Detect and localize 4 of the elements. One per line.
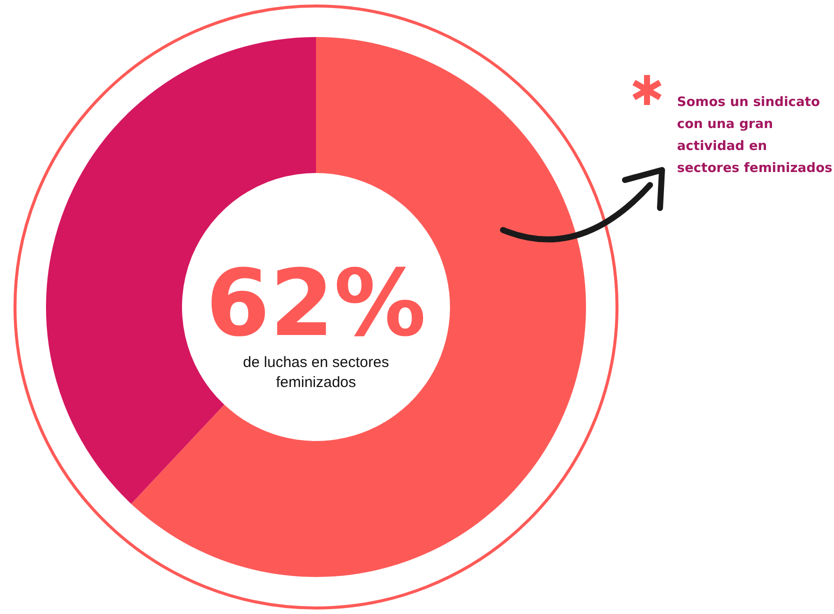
slice-label: de luchas en sectores feminizados bbox=[243, 354, 389, 391]
data-label: 62% bbox=[206, 250, 426, 357]
text: Somos un sindicato con una gran actividad en sectores feminizados bbox=[677, 95, 833, 176]
donut-slice bbox=[131, 37, 586, 577]
